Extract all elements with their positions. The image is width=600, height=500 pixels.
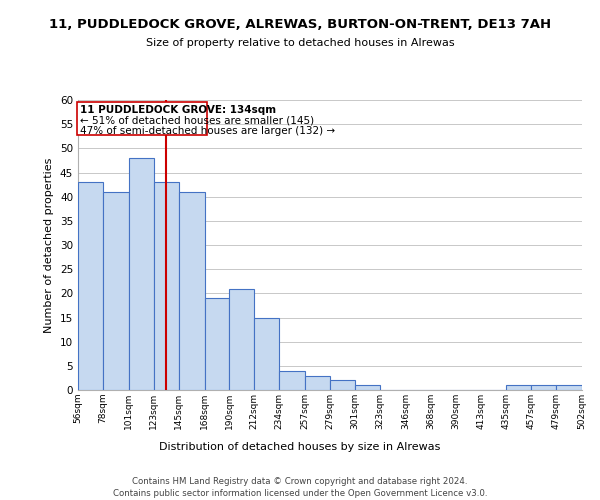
Text: 47% of semi-detached houses are larger (132) →: 47% of semi-detached houses are larger (…	[80, 126, 335, 136]
Text: Contains public sector information licensed under the Open Government Licence v3: Contains public sector information licen…	[113, 489, 487, 498]
Bar	[305, 376, 330, 390]
Y-axis label: Number of detached properties: Number of detached properties	[44, 158, 55, 332]
Bar	[254, 318, 279, 390]
Bar	[279, 370, 305, 390]
Bar	[531, 385, 556, 390]
Text: 11, PUDDLEDOCK GROVE, ALREWAS, BURTON-ON-TRENT, DE13 7AH: 11, PUDDLEDOCK GROVE, ALREWAS, BURTON-ON…	[49, 18, 551, 30]
Bar	[78, 182, 103, 390]
Bar	[355, 385, 380, 390]
Bar	[229, 288, 254, 390]
Text: Size of property relative to detached houses in Alrewas: Size of property relative to detached ho…	[146, 38, 454, 48]
Bar	[506, 385, 531, 390]
Text: 11 PUDDLEDOCK GROVE: 134sqm: 11 PUDDLEDOCK GROVE: 134sqm	[80, 106, 276, 116]
Text: ← 51% of detached houses are smaller (145): ← 51% of detached houses are smaller (14…	[80, 116, 314, 126]
Bar	[154, 182, 179, 390]
Text: Distribution of detached houses by size in Alrewas: Distribution of detached houses by size …	[160, 442, 440, 452]
Bar	[179, 192, 205, 390]
Bar	[330, 380, 355, 390]
FancyBboxPatch shape	[77, 102, 208, 135]
Bar	[556, 385, 582, 390]
Bar	[129, 158, 154, 390]
Bar	[205, 298, 229, 390]
Bar	[103, 192, 129, 390]
Text: Contains HM Land Registry data © Crown copyright and database right 2024.: Contains HM Land Registry data © Crown c…	[132, 478, 468, 486]
